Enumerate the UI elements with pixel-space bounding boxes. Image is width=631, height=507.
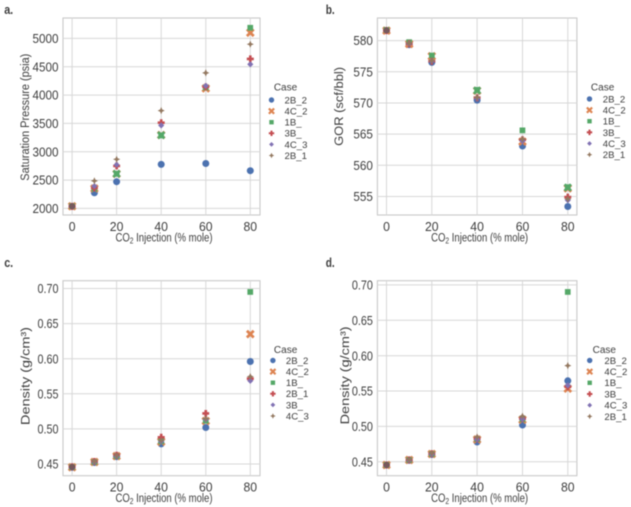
svg-text:80: 80 — [561, 480, 575, 495]
svg-text:0.65: 0.65 — [352, 313, 373, 328]
svg-text:3000: 3000 — [33, 144, 59, 159]
svg-text:3B_: 3B_ — [604, 389, 622, 400]
svg-text:2B_1: 2B_1 — [285, 151, 307, 162]
svg-text:d.: d. — [326, 256, 335, 270]
svg-text:40: 40 — [470, 480, 484, 495]
svg-text:580: 580 — [353, 33, 373, 48]
svg-text:4C_3: 4C_3 — [604, 401, 627, 412]
svg-text:4C_2: 4C_2 — [604, 367, 627, 378]
svg-text:40: 40 — [154, 219, 168, 234]
svg-text:1B_: 1B_ — [604, 378, 622, 389]
svg-text:570: 570 — [353, 96, 373, 111]
svg-text:4C_2: 4C_2 — [286, 367, 309, 378]
svg-text:4000: 4000 — [33, 88, 59, 103]
svg-text:GOR (scf/bbl): GOR (scf/bbl) — [332, 67, 346, 146]
svg-text:0.55: 0.55 — [38, 386, 59, 401]
svg-text:0.50: 0.50 — [38, 422, 59, 437]
svg-text:575: 575 — [353, 64, 373, 79]
svg-text:2B_2: 2B_2 — [286, 356, 308, 367]
svg-text:80: 80 — [244, 480, 258, 495]
svg-text:20: 20 — [110, 219, 124, 234]
svg-text:2500: 2500 — [33, 173, 59, 188]
svg-text:4C_3: 4C_3 — [285, 140, 308, 151]
svg-text:Case: Case — [274, 82, 298, 93]
svg-text:60: 60 — [516, 219, 530, 234]
svg-text:0.60: 0.60 — [352, 348, 373, 363]
svg-text:0: 0 — [383, 219, 390, 234]
svg-text:CO2 Injection (% mole): CO2 Injection (% mole) — [431, 230, 528, 245]
svg-text:2B_1: 2B_1 — [604, 412, 626, 423]
svg-text:0.50: 0.50 — [352, 419, 373, 434]
svg-text:20: 20 — [425, 480, 439, 495]
svg-text:3B_: 3B_ — [603, 128, 621, 139]
svg-text:0.70: 0.70 — [38, 281, 59, 296]
svg-text:1B_: 1B_ — [286, 378, 304, 389]
svg-text:1B_: 1B_ — [285, 118, 303, 129]
svg-text:c.: c. — [4, 256, 13, 270]
svg-text:CO2 Injection (% mole): CO2 Injection (% mole) — [116, 230, 213, 245]
svg-text:2000: 2000 — [33, 201, 59, 216]
svg-text:0.65: 0.65 — [38, 316, 59, 331]
svg-text:0.60: 0.60 — [38, 351, 59, 366]
svg-text:4C_2: 4C_2 — [285, 107, 308, 118]
svg-text:565: 565 — [353, 127, 373, 142]
svg-text:3500: 3500 — [33, 116, 59, 131]
svg-text:0: 0 — [69, 219, 76, 234]
svg-text:80: 80 — [561, 219, 575, 234]
svg-text:Density (g/cm³): Density (g/cm³) — [19, 327, 33, 425]
svg-text:0.70: 0.70 — [352, 278, 373, 293]
svg-text:b.: b. — [326, 3, 335, 17]
svg-text:3B_: 3B_ — [286, 400, 304, 411]
svg-text:CO2 Injection (% mole): CO2 Injection (% mole) — [431, 491, 528, 506]
svg-text:Case: Case — [274, 345, 298, 356]
svg-text:4C_3: 4C_3 — [603, 139, 626, 150]
svg-text:0.45: 0.45 — [352, 454, 373, 469]
svg-text:a.: a. — [4, 3, 13, 17]
svg-text:0: 0 — [69, 480, 76, 495]
svg-text:0.45: 0.45 — [38, 457, 59, 472]
svg-text:40: 40 — [154, 480, 168, 495]
svg-text:0.55: 0.55 — [352, 384, 373, 399]
svg-text:2B_2: 2B_2 — [604, 356, 626, 367]
svg-text:Case: Case — [593, 345, 617, 356]
svg-text:60: 60 — [516, 480, 530, 495]
svg-text:Density (g/cm³): Density (g/cm³) — [338, 326, 352, 424]
svg-text:Saturation Pressure (psia): Saturation Pressure (psia) — [18, 54, 32, 181]
svg-text:2B_1: 2B_1 — [286, 389, 308, 400]
svg-text:Case: Case — [591, 82, 615, 93]
svg-text:555: 555 — [353, 189, 373, 204]
svg-text:3B_: 3B_ — [285, 129, 303, 140]
svg-text:2B_2: 2B_2 — [285, 95, 307, 106]
svg-text:20: 20 — [425, 219, 439, 234]
svg-text:4C_2: 4C_2 — [603, 106, 626, 117]
svg-text:60: 60 — [199, 219, 213, 234]
svg-text:20: 20 — [110, 480, 124, 495]
svg-text:4C_3: 4C_3 — [286, 411, 309, 422]
svg-text:5000: 5000 — [33, 31, 59, 46]
svg-text:1B_: 1B_ — [603, 117, 621, 128]
svg-text:40: 40 — [470, 219, 484, 234]
svg-text:60: 60 — [199, 480, 213, 495]
svg-text:2B_1: 2B_1 — [603, 150, 625, 161]
svg-text:2B_2: 2B_2 — [603, 94, 625, 105]
svg-text:0: 0 — [383, 480, 390, 495]
svg-text:4500: 4500 — [33, 59, 59, 74]
svg-text:80: 80 — [244, 219, 258, 234]
svg-text:560: 560 — [353, 158, 373, 173]
svg-text:CO2 Injection (% mole): CO2 Injection (% mole) — [116, 491, 213, 506]
